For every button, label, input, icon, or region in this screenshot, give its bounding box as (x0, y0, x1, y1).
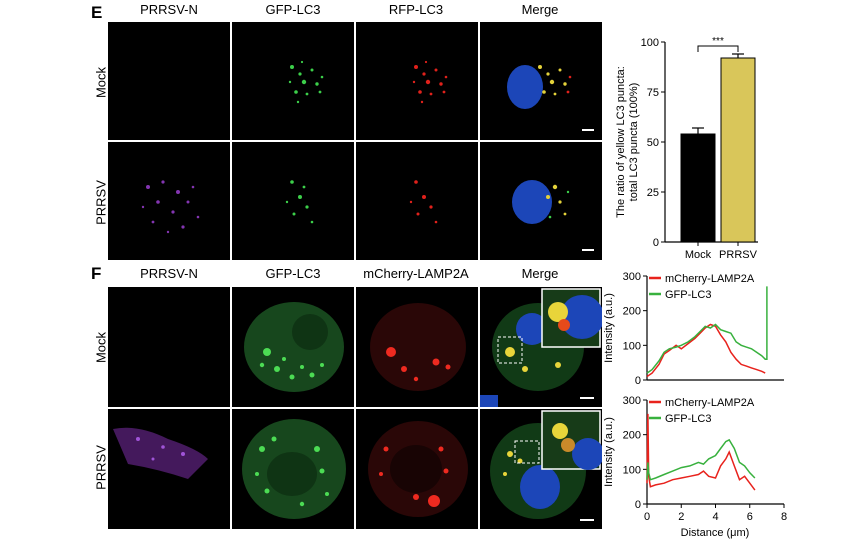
column-header-merge: Merge (521, 2, 559, 17)
micrograph-e-mock-rfp-lc3 (356, 22, 478, 140)
panel-letter-f: F (91, 264, 102, 283)
x-tick-label: 0 (644, 511, 650, 523)
micrograph-e-mock-prrsv-n (108, 22, 230, 140)
micrograph-e-prrsv-merge (480, 142, 602, 260)
micrograph-f-mock-mcherry-lamp2a (356, 287, 478, 407)
column-header-rfp-lc3: RFP-LC3 (388, 2, 444, 17)
y-tick-label: 200 (623, 306, 641, 318)
series-line-gfp-lc3 (646, 438, 756, 481)
legend-label: GFP-LC3 (665, 289, 711, 301)
micrograph-f-mock-merge (480, 287, 602, 407)
bar-prrsv (720, 57, 756, 243)
y-tick-label: 300 (623, 395, 641, 407)
line-chart-prrsv-axes: 0 100 200 300 0 2 4 6 8 (623, 395, 787, 523)
y-tick-label: 300 (623, 271, 641, 283)
micrograph-e-prrsv-gfp-lc3 (232, 142, 354, 260)
bar-y-tick-label: 75 (647, 87, 659, 99)
micrograph-f-mock-prrsv-n (108, 287, 230, 407)
column-header-gfp-lc3: GFP-LC3 (265, 2, 321, 17)
line-chart-mock-series (646, 286, 768, 378)
legend-label: mCherry-LAMP2A (665, 397, 755, 409)
micrograph-e-prrsv-rfp-lc3 (356, 142, 478, 260)
y-tick-label: 0 (635, 499, 641, 511)
x-tick-label: 2 (678, 511, 684, 523)
bar-chart-axes: 0 25 50 75 100 Mock PRRSV (641, 37, 758, 261)
row-label-f-prrsv: PRRSV (93, 445, 109, 490)
line-chart-prrsv-ylabel: Intensity (a.u.) (603, 417, 615, 487)
micrograph-e-mock-merge (480, 22, 602, 140)
line-chart-intensity-prrsv: Intensity (a.u.) Distance (μm) 0 100 200 30… (603, 395, 787, 539)
column-header-f-mcherry-lamp2a: mCherry-LAMP2A (363, 266, 469, 281)
line-chart-prrsv-xlabel: Distance (μm) (681, 527, 750, 539)
bar-chart-ylabel-line1: The ratio of yellow LC3 puncta: (615, 66, 627, 218)
panel-letter-e: E (91, 3, 103, 22)
y-tick-label: 100 (623, 340, 641, 352)
micrograph-f-prrsv-gfp-lc3 (232, 409, 354, 529)
micrograph-f-mock-gfp-lc3 (232, 287, 354, 407)
bar-y-tick-label: 100 (641, 37, 659, 49)
bar-chart-yellow-lc3-ratio: The ratio of yellow LC3 puncta: total LC… (615, 36, 758, 261)
line-chart-mock-ylabel: Intensity (a.u.) (603, 293, 615, 363)
y-tick-label: 200 (623, 430, 641, 442)
legend-label: GFP-LC3 (665, 413, 711, 425)
y-tick-label: 100 (623, 464, 641, 476)
legend-label: mCherry-LAMP2A (665, 273, 755, 285)
bar-chart-ylabel-line2: total LC3 puncta (100%) (628, 83, 640, 202)
micrograph-e-prrsv-prrsv-n (108, 142, 230, 260)
column-header-f-merge: Merge (521, 266, 559, 281)
line-chart-prrsv-legend: mCherry-LAMP2A GFP-LC3 (649, 397, 755, 425)
series-line-gfp-lc3 (646, 286, 768, 374)
micrograph-f-prrsv-merge (480, 409, 602, 529)
x-tick-label: 6 (747, 511, 753, 523)
line-chart-prrsv-series (646, 413, 756, 491)
column-header-f-gfp-lc3: GFP-LC3 (265, 266, 321, 281)
row-label-prrsv: PRRSV (93, 180, 109, 225)
micrograph-f-prrsv-prrsv-n (108, 409, 230, 529)
bar-chart-ylabel: The ratio of yellow LC3 puncta: total LC… (615, 66, 640, 218)
bar-mock (680, 133, 716, 243)
x-tick-label: 4 (712, 511, 718, 523)
bar-y-tick-label: 25 (647, 187, 659, 199)
bar-chart-bars: *** (680, 36, 756, 243)
x-tick-label: 8 (781, 511, 787, 523)
series-line-mcherry-lamp2a (646, 413, 756, 491)
line-chart-mock-legend: mCherry-LAMP2A GFP-LC3 (649, 273, 755, 301)
bar-category-label: Mock (685, 249, 712, 261)
significance-bracket (697, 45, 739, 52)
y-tick-label: 0 (635, 375, 641, 386)
row-label-mock: Mock (93, 66, 109, 99)
column-header-f-prrsv-n: PRRSV-N (140, 266, 198, 281)
series-line-mcherry-lamp2a (646, 323, 766, 378)
bar-category-label: PRRSV (719, 249, 758, 261)
micrograph-f-prrsv-mcherry-lamp2a (356, 409, 478, 529)
line-chart-mock-axes: 0 100 200 300 (623, 271, 784, 386)
micrograph-e-mock-gfp-lc3 (232, 22, 354, 140)
column-header-prrsv-n: PRRSV-N (140, 2, 198, 17)
bar-y-tick-label: 0 (653, 237, 659, 249)
bar-y-tick-label: 50 (647, 137, 659, 149)
row-label-f-mock: Mock (93, 331, 109, 364)
significance-stars: *** (712, 36, 724, 47)
line-chart-intensity-mock: Intensity (a.u.) 0 100 200 300 mCherry-LAMP… (603, 271, 784, 386)
